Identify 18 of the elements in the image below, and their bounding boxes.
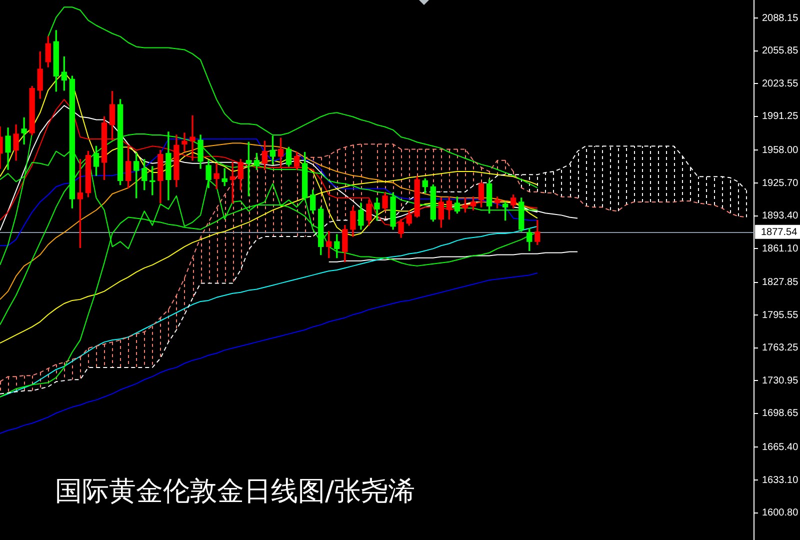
- y-tick-label: 1893.40: [762, 210, 799, 222]
- y-tick-label: 1861.10: [762, 243, 799, 254]
- y-tick-label: 1698.65: [762, 408, 799, 420]
- y-tick-label: 1795.55: [762, 310, 799, 321]
- y-tick-label: 1991.25: [762, 111, 799, 122]
- y-tick-label: 2088.15: [762, 12, 799, 24]
- text: 国际黄金伦敦金日线图/张尧浠: [55, 476, 416, 507]
- y-tick-label: 1665.40: [762, 442, 799, 453]
- y-tick-label: 1958.00: [762, 144, 799, 156]
- y-tick-label: 1763.25: [762, 342, 799, 354]
- y-tick-label: 2055.85: [762, 46, 799, 57]
- y-tick-label: 2023.55: [762, 78, 799, 90]
- y-tick-label: 1600.80: [762, 508, 799, 519]
- y-tick-label: 1925.70: [762, 178, 799, 189]
- ref-line-label: 1877.54: [761, 227, 798, 238]
- y-tick-label: 1827.85: [762, 277, 799, 288]
- y-tick-label: 1730.95: [762, 375, 799, 386]
- y-tick-label: 1633.10: [762, 474, 799, 486]
